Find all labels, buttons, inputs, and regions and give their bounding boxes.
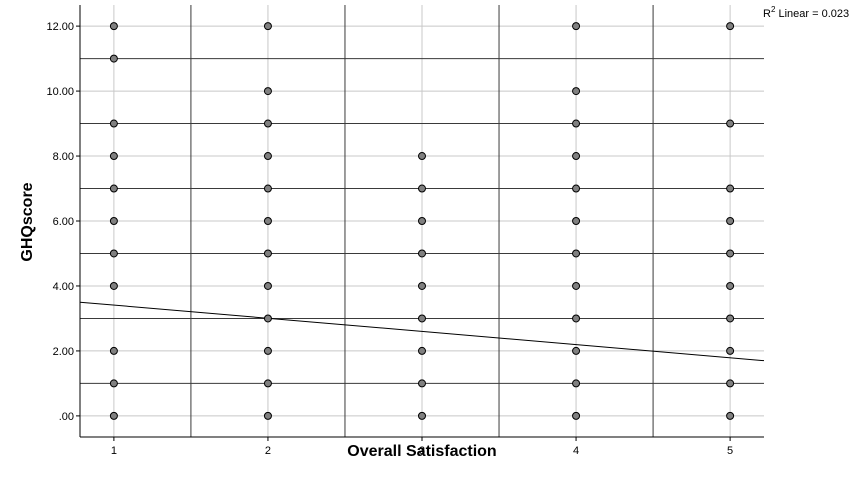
data-point (726, 119, 735, 128)
data-point (572, 379, 581, 388)
x-tick-label: 2 (265, 445, 271, 457)
data-point (726, 346, 735, 355)
x-tick-label: 3 (419, 445, 425, 457)
data-point (263, 22, 272, 31)
y-tick-label: 12.00 (46, 21, 74, 33)
data-point (263, 379, 272, 388)
data-point (263, 411, 272, 420)
r2-prefix: R (763, 8, 771, 20)
data-point (263, 184, 272, 193)
data-point (572, 152, 581, 161)
y-tick-label: 10.00 (46, 86, 74, 98)
data-point (572, 281, 581, 290)
data-point (572, 217, 581, 225)
r2-value: Linear = 0.023 (775, 8, 849, 20)
data-point (418, 314, 426, 323)
data-point (263, 314, 272, 323)
r2-superscript: 2 (771, 5, 776, 14)
data-point (726, 281, 735, 290)
data-point (418, 379, 426, 388)
y-axis-title: GHQscore (19, 182, 36, 261)
data-point (572, 22, 581, 31)
y-tick-label: 6.00 (53, 216, 74, 228)
data-point (109, 22, 118, 31)
data-point (726, 22, 735, 31)
data-point (109, 379, 118, 388)
r2-label: R2 Linear = 0.023 (763, 5, 849, 20)
data-point (263, 346, 272, 355)
x-axis-title: Overall Satisfaction (347, 443, 496, 460)
data-point (572, 87, 581, 96)
data-point (572, 119, 581, 128)
data-point (109, 346, 118, 355)
data-point (418, 249, 426, 258)
data-point (572, 411, 581, 420)
data-point (726, 217, 735, 225)
data-point (726, 379, 735, 388)
data-point (263, 217, 272, 225)
data-point (263, 249, 272, 258)
data-point (572, 184, 581, 193)
data-points (109, 22, 735, 420)
x-tick-label: 1 (111, 445, 117, 457)
data-point (572, 346, 581, 355)
y-tick-label: 8.00 (53, 151, 74, 163)
data-point (726, 411, 735, 420)
fit-line-layer (79, 301, 765, 362)
data-point (572, 314, 581, 323)
data-point (418, 152, 426, 161)
data-point (418, 184, 426, 193)
data-point (726, 184, 735, 193)
data-point (263, 87, 272, 96)
tick-labels: .00 2.00 4.00 6.00 8.00 10.00 12.00 1 2 3 4 5 (46, 21, 733, 457)
data-point (109, 249, 118, 258)
y-tick-label: .00 (59, 411, 74, 423)
data-point (418, 346, 426, 355)
data-point (109, 119, 118, 128)
axes (76, 5, 764, 441)
data-point (109, 411, 118, 420)
data-point (263, 281, 272, 290)
data-point (263, 119, 272, 128)
y-tick-label: 2.00 (53, 346, 74, 358)
data-point (109, 184, 118, 193)
data-point (109, 152, 118, 161)
data-point (726, 249, 735, 258)
data-point (109, 281, 118, 290)
data-point (418, 411, 426, 420)
data-point (109, 54, 118, 63)
x-tick-label: 4 (573, 445, 579, 457)
data-point (572, 249, 581, 258)
data-point (263, 152, 272, 161)
data-point (418, 217, 426, 225)
data-point (109, 217, 118, 225)
data-point (726, 314, 735, 323)
linear-fit-line (79, 301, 765, 362)
x-tick-label: 5 (727, 445, 733, 457)
y-tick-label: 4.00 (53, 281, 74, 293)
data-point (418, 281, 426, 290)
